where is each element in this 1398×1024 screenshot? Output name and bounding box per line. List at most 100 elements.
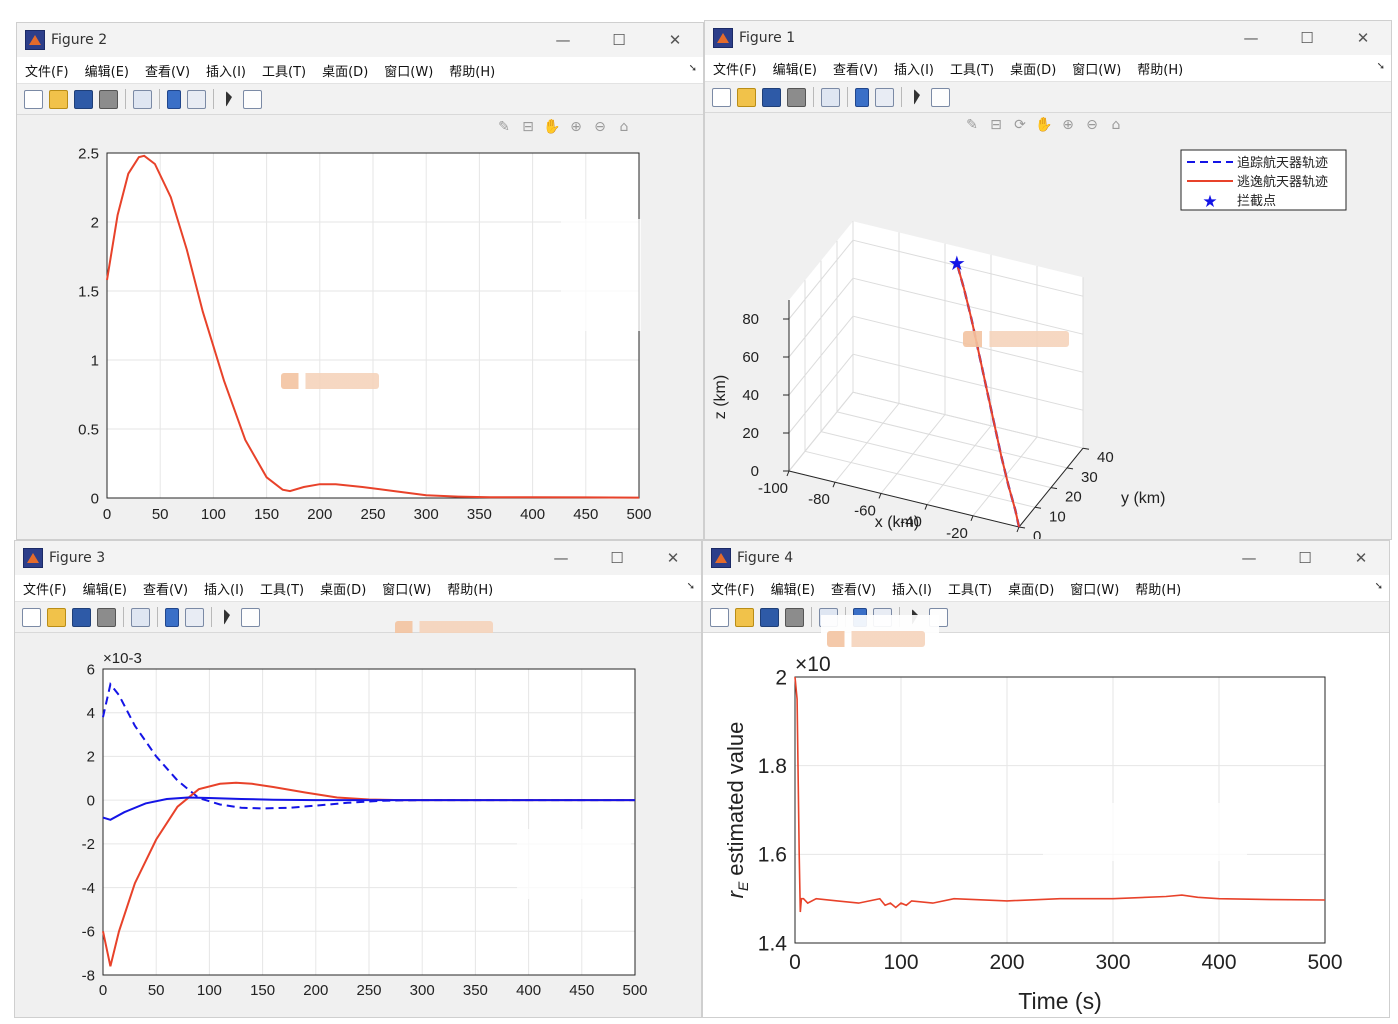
menu-tools[interactable]: 工具(T) — [260, 582, 305, 598]
menu-file[interactable]: 文件(F) — [713, 62, 757, 78]
save-icon[interactable] — [72, 607, 91, 627]
legend-icon[interactable] — [185, 607, 204, 627]
close-button[interactable]: ✕ — [1356, 29, 1370, 47]
menu-help[interactable]: 帮助(H) — [1135, 582, 1182, 598]
new-figure-icon[interactable] — [712, 87, 731, 107]
menu-insert[interactable]: 插入(I) — [892, 582, 933, 598]
edit-plot-icon[interactable] — [914, 89, 920, 105]
open-file-icon[interactable] — [49, 89, 68, 109]
zoom-in-icon[interactable]: ⊕ — [1062, 117, 1074, 133]
minimize-button[interactable]: — — [1241, 549, 1257, 567]
save-icon[interactable] — [762, 87, 781, 107]
colorbar-icon[interactable] — [165, 607, 179, 627]
save-icon[interactable] — [760, 607, 779, 627]
maximize-button[interactable]: ☐ — [1300, 29, 1314, 47]
menu-desktop[interactable]: 桌面(D) — [1010, 62, 1057, 78]
colorbar-icon[interactable] — [167, 89, 181, 109]
menu-desktop[interactable]: 桌面(D) — [1008, 582, 1055, 598]
menu-edit[interactable]: 编辑(E) — [770, 582, 815, 598]
menu-window[interactable]: 窗口(W) — [384, 64, 434, 80]
property-inspector-icon[interactable] — [243, 89, 262, 109]
figure1-chart[interactable]: -100 -80 -60 -40 -20 0 0 10 20 30 40 0 20 40 60 80 x (km… — [705, 113, 1391, 539]
menu-view[interactable]: 查看(V) — [832, 62, 879, 78]
menu-overflow-icon[interactable]: ➘ — [1374, 581, 1383, 592]
zoom-out-icon[interactable]: ⊖ — [1086, 117, 1098, 133]
print-icon[interactable] — [785, 607, 804, 627]
brush-icon[interactable]: ✎ — [498, 119, 510, 135]
menu-overflow-icon[interactable]: ➘ — [688, 63, 697, 74]
open-file-icon[interactable] — [47, 607, 66, 627]
figure2-titlebar[interactable]: Figure 2 — ☐ ✕ — [17, 23, 703, 57]
home-icon[interactable]: ⌂ — [619, 119, 629, 135]
menu-help[interactable]: 帮助(H) — [449, 64, 496, 80]
menu-insert[interactable]: 插入(I) — [894, 62, 935, 78]
figure4-titlebar[interactable]: Figure 4 — ☐ ✕ — [703, 541, 1389, 575]
zoom-in-icon[interactable]: ⊕ — [570, 119, 582, 135]
grid-line-z — [852, 239, 1084, 297]
brush-icon[interactable]: ✎ — [966, 117, 978, 133]
open-file-icon[interactable] — [737, 87, 756, 107]
menu-help[interactable]: 帮助(H) — [1137, 62, 1184, 78]
maximize-button[interactable]: ☐ — [1298, 549, 1312, 567]
save-icon[interactable] — [74, 89, 93, 109]
menu-view[interactable]: 查看(V) — [142, 582, 189, 598]
legend-icon[interactable] — [187, 89, 206, 109]
new-figure-icon[interactable] — [710, 607, 729, 627]
figure3-chart[interactable]: 0 50 100 150 200 250 300 350 400 450 500 -8 -6 -4 -2 0 2… — [15, 633, 701, 1017]
menu-file[interactable]: 文件(F) — [711, 582, 755, 598]
figure2-chart[interactable]: 0 50 100 150 200 250 300 350 400 450 500 0 0.5 1 1.5 2 2… — [17, 115, 703, 539]
pan-icon[interactable]: ✋ — [543, 119, 561, 135]
home-icon[interactable]: ⌂ — [1111, 117, 1121, 133]
menu-tools[interactable]: 工具(T) — [950, 62, 995, 78]
new-figure-icon[interactable] — [22, 607, 41, 627]
open-file-icon[interactable] — [735, 607, 754, 627]
menu-view[interactable]: 查看(V) — [830, 582, 877, 598]
menu-overflow-icon[interactable]: ➘ — [1376, 61, 1385, 72]
edit-plot-icon[interactable] — [224, 609, 230, 625]
menu-desktop[interactable]: 桌面(D) — [322, 64, 369, 80]
menu-insert[interactable]: 插入(I) — [204, 582, 245, 598]
menu-window[interactable]: 窗口(W) — [382, 582, 432, 598]
figure1-titlebar[interactable]: Figure 1 — ☐ ✕ — [705, 21, 1391, 55]
menu-help[interactable]: 帮助(H) — [447, 582, 494, 598]
print-icon[interactable] — [99, 89, 118, 109]
link-plot-icon[interactable] — [133, 89, 152, 109]
link-plot-icon[interactable] — [821, 87, 840, 107]
property-inspector-icon[interactable] — [241, 607, 260, 627]
minimize-button[interactable]: — — [1243, 29, 1259, 47]
close-button[interactable]: ✕ — [1354, 549, 1368, 567]
menu-desktop[interactable]: 桌面(D) — [320, 582, 367, 598]
menu-edit[interactable]: 编辑(E) — [82, 582, 127, 598]
print-icon[interactable] — [97, 607, 116, 627]
minimize-button[interactable]: — — [555, 31, 571, 49]
maximize-button[interactable]: ☐ — [610, 549, 624, 567]
link-plot-icon[interactable] — [131, 607, 150, 627]
menu-tools[interactable]: 工具(T) — [262, 64, 307, 80]
menu-tools[interactable]: 工具(T) — [948, 582, 993, 598]
datatip-icon[interactable]: ⊟ — [522, 119, 534, 135]
colorbar-icon[interactable] — [855, 87, 869, 107]
menu-window[interactable]: 窗口(W) — [1072, 62, 1122, 78]
menu-overflow-icon[interactable]: ➘ — [686, 581, 695, 592]
menu-insert[interactable]: 插入(I) — [206, 64, 247, 80]
legend-icon[interactable] — [875, 87, 894, 107]
close-button[interactable]: ✕ — [666, 549, 680, 567]
maximize-button[interactable]: ☐ — [612, 31, 626, 49]
print-icon[interactable] — [787, 87, 806, 107]
datatip-icon[interactable]: ⊟ — [990, 117, 1002, 133]
menu-file[interactable]: 文件(F) — [23, 582, 67, 598]
zoom-out-icon[interactable]: ⊖ — [594, 119, 606, 135]
menu-window[interactable]: 窗口(W) — [1070, 582, 1120, 598]
menu-file[interactable]: 文件(F) — [25, 64, 69, 80]
property-inspector-icon[interactable] — [931, 87, 950, 107]
menu-edit[interactable]: 编辑(E) — [772, 62, 817, 78]
pan-icon[interactable]: ✋ — [1035, 117, 1053, 133]
menu-edit[interactable]: 编辑(E) — [84, 64, 129, 80]
menu-view[interactable]: 查看(V) — [144, 64, 191, 80]
figure3-titlebar[interactable]: Figure 3 — ☐ ✕ — [15, 541, 701, 575]
edit-plot-icon[interactable] — [226, 91, 232, 107]
minimize-button[interactable]: — — [553, 549, 569, 567]
close-button[interactable]: ✕ — [668, 31, 682, 49]
rotate-icon[interactable]: ⟳ — [1014, 117, 1026, 133]
new-figure-icon[interactable] — [24, 89, 43, 109]
